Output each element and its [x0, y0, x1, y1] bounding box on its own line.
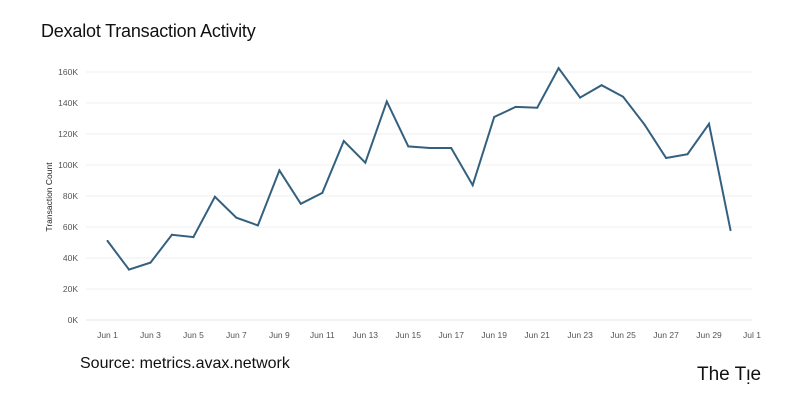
data-point	[106, 239, 109, 242]
x-tick-label: Jun 9	[269, 330, 290, 340]
x-tick-label: Jun 23	[567, 330, 593, 340]
data-point	[170, 233, 173, 236]
x-tick-label: Jun 27	[653, 330, 679, 340]
data-point	[514, 105, 517, 108]
x-tick-label: Jun 5	[183, 330, 204, 340]
x-tick-label: Jun 3	[140, 330, 161, 340]
data-point	[385, 100, 388, 103]
chart-title: Dexalot Transaction Activity	[41, 21, 256, 41]
y-tick-label: 0K	[68, 315, 79, 325]
x-tick-label: Jun 15	[395, 330, 421, 340]
x-tick-label: Jun 1	[97, 330, 118, 340]
y-axis-label: Transaction Count	[44, 162, 54, 232]
x-axis-ticks: Jun 1 Jun 3 Jun 5 Jun 7 Jun 9 Jun 11 Jun 13 Jun…	[97, 330, 761, 340]
y-tick-label: 160K	[58, 67, 78, 77]
data-point	[235, 216, 238, 219]
data-point	[192, 236, 195, 239]
x-tick-label: Jun 19	[481, 330, 507, 340]
x-tick-label: Jun 7	[226, 330, 247, 340]
data-point	[471, 184, 474, 187]
data-point	[407, 145, 410, 148]
y-axis-ticks: 0K 20K 40K 60K 80K 100K 120K 140K 160K	[58, 67, 78, 325]
y-tick-label: 40K	[63, 253, 78, 263]
series-line	[106, 66, 732, 271]
data-point	[729, 229, 732, 232]
data-point	[665, 157, 668, 159]
data-point	[149, 261, 152, 264]
data-point	[128, 268, 130, 271]
source-note: Source: metrics.avax.network	[80, 355, 290, 372]
gridlines	[86, 71, 752, 321]
data-point	[600, 84, 603, 87]
y-tick-label: 120K	[58, 129, 78, 139]
y-tick-label: 80K	[63, 191, 78, 201]
x-tick-label: Jun 13	[353, 330, 379, 340]
data-point	[342, 140, 345, 142]
x-tick-label: Jun 11	[310, 330, 335, 340]
x-tick-label: Jun 25	[610, 330, 636, 340]
data-point	[364, 161, 367, 164]
x-tick-label: Jul 1	[743, 330, 761, 340]
data-point	[428, 147, 431, 149]
data-point	[493, 116, 496, 118]
data-point	[256, 224, 259, 227]
x-tick-label: Jun 21	[524, 330, 550, 340]
y-tick-label: 60K	[63, 222, 78, 232]
series-layer	[106, 66, 732, 271]
data-point	[278, 169, 281, 172]
data-point	[321, 191, 324, 194]
data-point	[622, 95, 625, 98]
data-point	[708, 122, 710, 125]
y-tick-label: 100K	[58, 160, 78, 170]
data-point	[686, 153, 689, 156]
data-point	[579, 96, 582, 99]
brand-logo: The Tᴉe	[697, 364, 762, 385]
data-point	[643, 123, 646, 126]
x-tick-label: Jun 17	[438, 330, 464, 340]
y-tick-label: 140K	[58, 98, 78, 108]
y-tick-label: 20K	[63, 284, 78, 294]
data-point	[536, 106, 539, 109]
data-point	[450, 147, 453, 149]
data-point	[213, 195, 216, 198]
x-tick-label: Jun 29	[696, 330, 722, 340]
data-point	[299, 202, 302, 205]
data-point	[557, 67, 560, 70]
